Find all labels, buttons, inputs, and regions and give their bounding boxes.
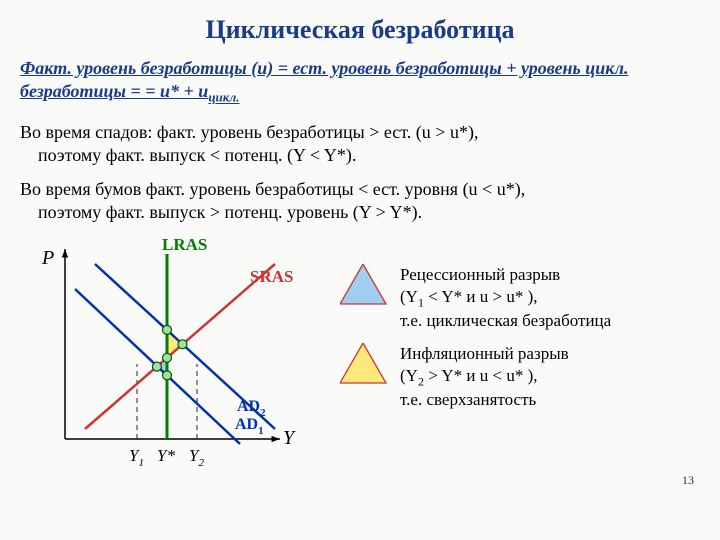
svg-text:SRAS: SRAS xyxy=(250,267,293,286)
triangle-icon xyxy=(340,343,388,385)
definition: Факт. уровень безработицы (u) = ест. уро… xyxy=(20,57,700,107)
body-recession: Во время спадов: факт. уровень безработи… xyxy=(20,121,700,168)
legend-recession: Рецессионный разрыв (Y1 < Y* и u > u* ),… xyxy=(340,264,700,331)
page-number: 13 xyxy=(682,473,694,488)
svg-text:Y1: Y1 xyxy=(129,446,144,469)
legend: Рецессионный разрыв (Y1 < Y* и u > u* ),… xyxy=(340,234,700,494)
svg-text:Y: Y xyxy=(283,427,296,449)
svg-text:AD1: AD1 xyxy=(235,416,264,437)
as-ad-chart: PYLRASSRASAD2AD1Y1Y*Y2 xyxy=(20,234,320,494)
page-title: Циклическая безработица xyxy=(20,15,700,45)
body-boom: Во время бумов факт. уровень безработицы… xyxy=(20,178,700,225)
legend-inflation: Инфляционный разрыв (Y2 > Y* и u < u* ),… xyxy=(340,343,700,410)
svg-text:LRAS: LRAS xyxy=(162,235,207,254)
svg-text:Y2: Y2 xyxy=(189,446,204,469)
triangle-icon xyxy=(340,264,388,306)
svg-text:Y*: Y* xyxy=(157,446,175,465)
svg-text:P: P xyxy=(41,247,54,269)
